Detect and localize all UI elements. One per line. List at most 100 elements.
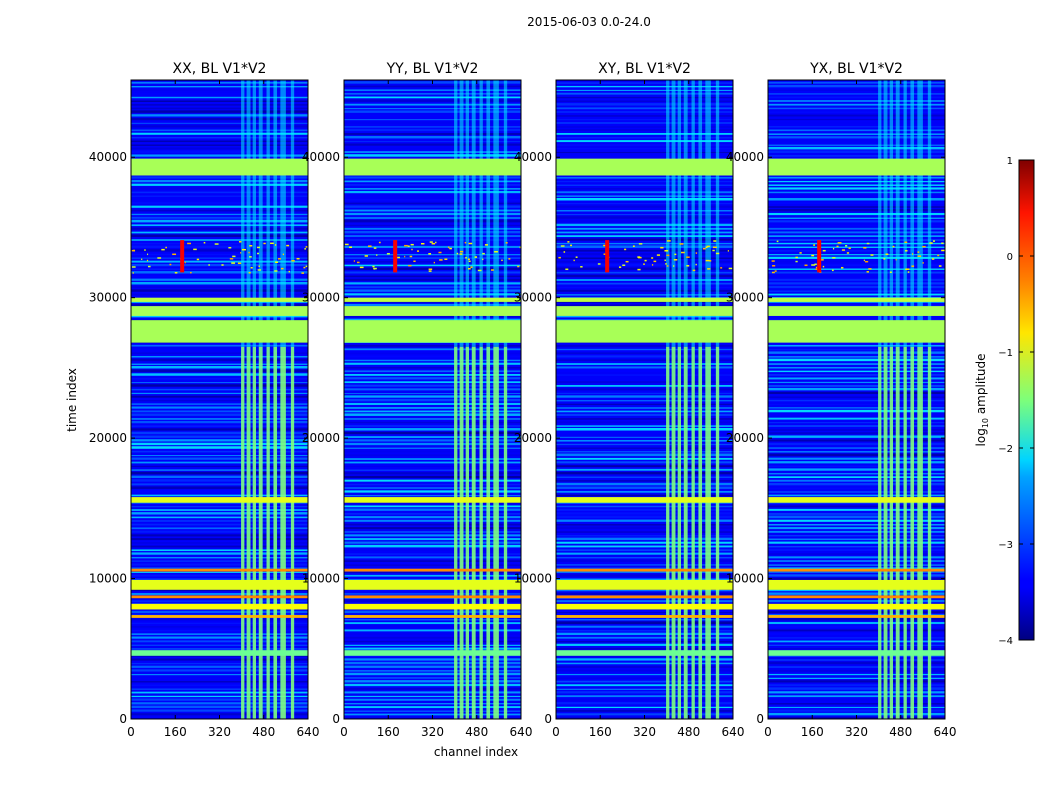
heatmap-row	[768, 524, 945, 526]
heatmap-row	[344, 560, 521, 562]
heatmap-row	[131, 698, 308, 701]
speckle	[565, 268, 569, 271]
speckle	[705, 246, 708, 249]
rfi-column	[878, 346, 882, 719]
heatmap-row	[768, 553, 945, 555]
heatmap-row	[768, 535, 945, 537]
heatmap-row	[344, 209, 521, 212]
speckle	[464, 241, 467, 244]
hotspot	[393, 240, 398, 273]
heatmap-row	[556, 235, 733, 238]
heatmap-row	[344, 314, 521, 318]
heatmap-row	[344, 381, 521, 384]
heatmap-row	[344, 590, 521, 592]
heatmap-row	[556, 655, 733, 657]
rfi-column	[493, 346, 499, 719]
heatmap-row	[344, 190, 521, 194]
heatmap-row	[131, 395, 308, 398]
heatmap-row	[768, 588, 945, 592]
speckle	[815, 266, 818, 269]
heatmap-row	[768, 396, 945, 398]
heatmap-row	[344, 706, 521, 709]
heatmap-row	[131, 665, 308, 668]
speckle	[686, 265, 690, 267]
flag-band	[344, 615, 521, 618]
heatmap-row	[768, 399, 945, 402]
speckle	[713, 240, 717, 242]
speckle	[624, 248, 627, 251]
heatmap-row	[344, 370, 521, 373]
heatmap-row	[556, 418, 733, 420]
heatmap-row	[768, 560, 945, 562]
speckle	[378, 241, 381, 244]
heatmap-row	[768, 191, 945, 194]
heatmap-row	[131, 125, 308, 128]
heatmap-row	[344, 176, 521, 179]
heatmap-row	[768, 114, 945, 117]
heatmap-row	[556, 378, 733, 380]
heatmap-row	[344, 698, 521, 701]
flag-band	[556, 650, 733, 656]
speckle	[712, 246, 717, 249]
heatmap-row	[344, 680, 521, 683]
speckle	[364, 255, 368, 257]
heatmap-row	[556, 213, 733, 216]
heatmap-row	[344, 148, 521, 150]
heatmap-row	[131, 688, 308, 690]
speckle	[575, 256, 578, 258]
panels: XX, BL V1*V2 0 160 320 480 640 0 10000 20000 3000…	[89, 61, 957, 739]
heatmap-image	[344, 80, 521, 719]
heatmap-row	[344, 505, 521, 508]
heatmap-row	[768, 409, 945, 413]
heatmap-row	[768, 673, 945, 676]
heatmap-row	[344, 553, 521, 555]
heatmap-row	[131, 358, 308, 362]
heatmap-row	[768, 691, 945, 694]
flag-band	[768, 297, 945, 302]
heatmap-row	[344, 126, 521, 128]
rfi-column-upper	[471, 80, 476, 347]
heatmap-row	[131, 118, 308, 121]
heatmap-row	[131, 275, 308, 278]
speckle	[653, 260, 657, 263]
speckle	[274, 270, 278, 272]
heatmap-row	[344, 538, 521, 541]
heatmap-row	[131, 523, 308, 526]
y-tick-label: 40000	[89, 150, 127, 164]
heatmap-row	[344, 108, 521, 110]
heatmap-row	[556, 216, 733, 219]
heatmap-row	[768, 670, 945, 672]
heatmap-row	[131, 140, 308, 143]
heatmap-row	[131, 509, 308, 511]
speckle	[638, 243, 643, 245]
heatmap-row	[768, 363, 945, 365]
heatmap-row	[556, 184, 733, 186]
heatmap-row	[344, 199, 521, 201]
heatmap-row	[344, 425, 521, 427]
speckle	[474, 256, 478, 258]
heatmap-row	[131, 545, 308, 548]
heatmap-row	[768, 442, 945, 446]
flag-band	[556, 306, 733, 316]
heatmap-row	[131, 384, 308, 387]
y-tick-label: 40000	[514, 150, 552, 164]
speckle	[837, 242, 842, 244]
heatmap-row	[768, 599, 945, 603]
heatmap-row	[131, 450, 308, 453]
heatmap-row	[768, 407, 945, 409]
flag-band	[768, 615, 945, 618]
y-tick-label: 20000	[89, 431, 127, 445]
speckle	[409, 255, 413, 258]
y-tick-label: 30000	[726, 291, 764, 305]
heatmap-row	[556, 286, 733, 289]
speckle	[248, 271, 251, 274]
heatmap-row	[344, 205, 521, 208]
y-tick-label: 40000	[726, 150, 764, 164]
speckle	[373, 267, 377, 270]
heatmap-row	[768, 242, 945, 245]
heatmap-row	[131, 629, 308, 632]
speckle	[625, 260, 629, 263]
speckle	[771, 260, 775, 262]
heatmap-row	[768, 611, 945, 614]
flag-band	[556, 615, 733, 618]
